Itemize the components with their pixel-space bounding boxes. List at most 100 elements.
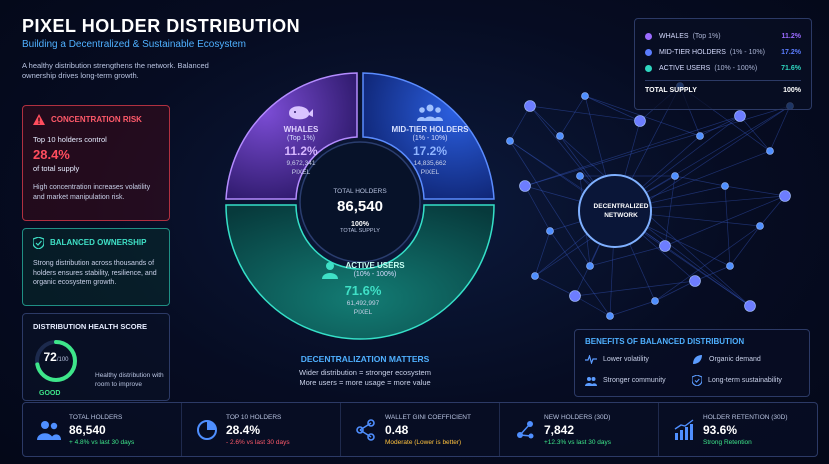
legend-item: ACTIVE USERS (10% - 100%) 71.6%: [645, 60, 801, 76]
stat-label: HOLDER RETENTION (30D): [703, 413, 788, 421]
network-edge: [524, 185, 551, 232]
legend-item-range: (1% - 10%): [729, 48, 765, 56]
matters-title: DECENTRALIZATION MATTERS: [300, 354, 430, 364]
health-gauge: 72/100: [33, 338, 79, 384]
network-edge: [574, 280, 696, 297]
benefit-label: Long-term sustainability: [708, 377, 782, 384]
page-subtitle: Building a Decentralized & Sustainable E…: [22, 39, 247, 50]
pie-chart-icon: [197, 419, 217, 440]
growth-icon: [674, 418, 694, 440]
stat-new-holders: NEW HOLDERS (30D) 7,842 +12.3% vs last 3…: [500, 403, 659, 456]
group-icon: [417, 104, 443, 121]
whales-percent: 11.2%: [284, 144, 318, 158]
benefit-item: Lower volatility: [585, 354, 692, 365]
stat-change: Moderate (Lower is better): [385, 438, 462, 446]
network-hub-label: DECENTRALIZED NETWORK: [593, 203, 649, 219]
benefits-panel: BENEFITS OF BALANCED DISTRIBUTION Lower …: [574, 329, 810, 397]
network-edge: [574, 295, 611, 317]
active-users-header: ACTIVE USERS (10% - 100%): [308, 261, 418, 279]
leaf-icon: [693, 355, 702, 364]
donut-segment-mid-tier[interactable]: [362, 72, 495, 200]
active-users-name: ACTIVE USERS: [345, 261, 405, 270]
risk-line-1: Top 10 holders control: [33, 135, 107, 144]
network-node: [576, 172, 584, 180]
network-node: [756, 222, 764, 230]
active-users-range: (10% - 100%): [353, 271, 397, 278]
network-edge: [529, 105, 561, 137]
stat-value: 7,842: [544, 422, 575, 437]
network-node: [581, 92, 589, 100]
network-edge: [769, 105, 791, 152]
network-node: [779, 190, 791, 202]
network-edge: [534, 230, 551, 277]
stats-bar: TOTAL HOLDERS 86,540 + 4.8% vs last 30 d…: [22, 402, 818, 457]
network-edge: [549, 230, 611, 317]
legend-item-value: 11.2%: [781, 32, 801, 40]
stat-label: WALLET GINI COEFFICIENT: [385, 413, 471, 421]
network-edge: [674, 175, 726, 187]
donut-center-text: TOTAL HOLDERS 86,540 100% TOTAL SUPPLY: [320, 188, 400, 234]
whale-icon: [289, 106, 313, 120]
health-score-label: GOOD: [39, 390, 61, 397]
donut-segment-active[interactable]: [225, 204, 495, 340]
users-icon: [37, 420, 61, 440]
network-edge: [524, 115, 741, 187]
risk-card-title: CONCENTRATION RISK: [51, 114, 142, 124]
network-edge: [609, 300, 656, 317]
stat-change: +12.3% vs last 30 days: [544, 438, 612, 446]
network-node: [586, 262, 594, 270]
active-users-percent: 71.6%: [344, 283, 382, 298]
risk-description: High concentration increases volatility …: [33, 184, 151, 201]
pulse-icon: [585, 355, 597, 364]
legend-total-value: 100%: [783, 87, 801, 94]
mid-tier-percent: 17.2%: [412, 144, 448, 158]
network-node: [766, 147, 774, 155]
distribution-donut: WHALES (Top 1%) 11.2% 9,672,341 PIXEL MI…: [218, 65, 502, 355]
stat-total-holders: TOTAL HOLDERS 86,540 + 4.8% vs last 30 d…: [23, 403, 182, 456]
active-users-amount: 61,492,997: [346, 300, 380, 307]
network-edge: [699, 115, 741, 137]
network-node: [696, 132, 704, 140]
network-node: [531, 272, 539, 280]
whales-name: WHALES: [283, 125, 319, 134]
legend-item-range: (10% - 100%): [714, 64, 758, 72]
decentralization-matters: DECENTRALIZATION MATTERS Wider distribut…: [250, 354, 480, 388]
network-edge: [664, 195, 786, 247]
health-score-title: DISTRIBUTION HEALTH SCORE: [33, 322, 148, 331]
benefits-title: BENEFITS OF BALANCED DISTRIBUTION: [585, 337, 745, 346]
network-node: [524, 100, 536, 112]
benefit-item: Long-term sustainability: [692, 375, 799, 386]
network-edge: [729, 225, 761, 267]
network-node: [506, 137, 514, 145]
stat-label: NEW HOLDERS (30D): [544, 413, 611, 421]
stat-value: 93.6%: [703, 422, 738, 437]
donut-segment-whales[interactable]: [225, 72, 358, 200]
network-node: [606, 312, 614, 320]
legend-item-name: ACTIVE USERS: [659, 64, 711, 72]
whales-label-group: WHALES (Top 1%) 11.2% 9,672,341 PIXEL: [258, 103, 344, 177]
total-holders-value: 86,540: [337, 198, 383, 215]
network-edge: [534, 275, 576, 297]
network-edge: [759, 195, 786, 227]
intro-text: A healthy distribution strengthens the n…: [22, 61, 209, 80]
legend-item: MID-TIER HOLDERS (1% - 10%) 17.2%: [645, 44, 801, 60]
benefit-item: Stronger community: [585, 375, 692, 386]
network-node: [726, 262, 734, 270]
benefit-item: Organic demand: [692, 354, 799, 365]
total-supply-label: TOTAL SUPPLY: [340, 228, 380, 234]
donut-svg: [225, 72, 495, 340]
benefits-grid: Lower volatility Organic demand Stronger…: [585, 354, 799, 386]
network-edge: [559, 95, 586, 137]
total-supply-value: 100%: [351, 221, 369, 228]
stat-gini: WALLET GINI COEFFICIENT 0.48 Moderate (L…: [341, 403, 500, 456]
network-edge: [509, 140, 591, 267]
network-node: [546, 227, 554, 235]
legend-divider: [645, 80, 801, 81]
network-edge: [654, 280, 696, 302]
network-edge: [509, 105, 531, 142]
benefit-label: Organic demand: [709, 356, 761, 363]
network-edge: [724, 185, 786, 197]
mid-tier-name: MID-TIER HOLDERS: [391, 125, 469, 134]
network-node: [519, 180, 531, 192]
dashboard: PIXEL HOLDER DISTRIBUTION Building a Dec…: [10, 6, 825, 460]
